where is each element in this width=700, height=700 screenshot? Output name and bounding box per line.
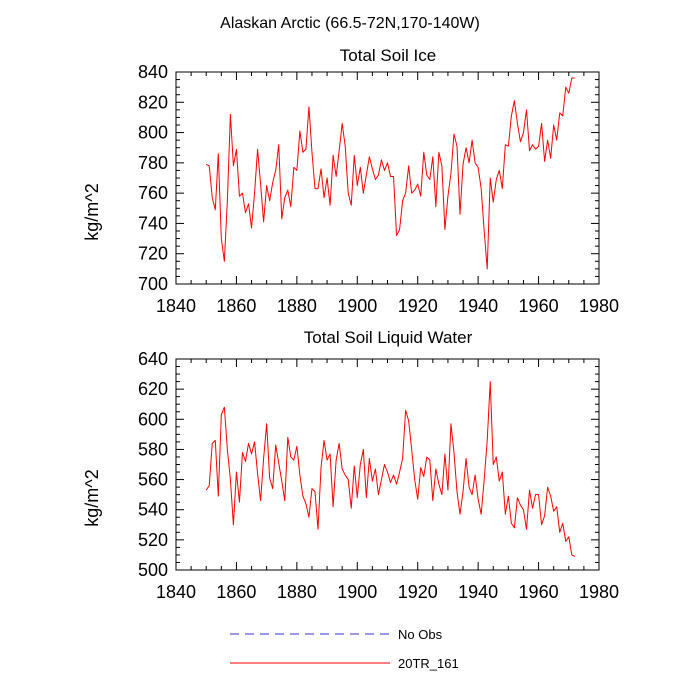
y-tick-label: 580	[138, 439, 168, 459]
series-group	[205, 381, 576, 557]
y-tick-label: 500	[138, 560, 168, 580]
y-tick-label: 640	[138, 349, 168, 369]
y-tick-label: 820	[138, 92, 168, 112]
y-tick-label: 540	[138, 500, 168, 520]
x-tick-label: 1960	[519, 296, 559, 316]
ticks-group: 1840 1860 1880 1900 1920 1940 1960 1980 700 720 74…	[138, 62, 619, 316]
series-group	[205, 77, 575, 270]
panel-total-soil-ice: Total Soil Ice kg/m^2 1840 1860 1880 1900 19…	[82, 46, 619, 316]
y-tick-label: 800	[138, 123, 168, 143]
legend-no-obs-label: No Obs	[398, 627, 443, 642]
plot-frame	[175, 358, 600, 571]
y-tick-label: 760	[138, 183, 168, 203]
x-tick-label: 1940	[458, 296, 498, 316]
x-tick-label: 1980	[579, 296, 619, 316]
panel-title: Total Soil Ice	[340, 46, 436, 65]
y-tick-label: 700	[138, 274, 168, 294]
y-tick-label: 620	[138, 379, 168, 399]
y-tick-label: 740	[138, 213, 168, 233]
y-tick-label: 780	[138, 153, 168, 173]
legend: No Obs 20TR_161	[230, 627, 459, 671]
x-tick-label: 1900	[337, 582, 377, 602]
y-tick-label: 560	[138, 470, 168, 490]
plot-frame	[175, 71, 600, 285]
panel-total-soil-liquid-water: Total Soil Liquid Water kg/m^2 1840 1860 1…	[82, 328, 619, 602]
x-tick-label: 1900	[337, 296, 377, 316]
y-tick-label: 720	[138, 244, 168, 264]
x-tick-label: 1920	[398, 582, 438, 602]
x-tick-label: 1980	[579, 582, 619, 602]
x-tick-label: 1860	[216, 296, 256, 316]
x-tick-label: 1940	[458, 582, 498, 602]
y-tick-label: 520	[138, 530, 168, 550]
x-tick-label: 1880	[277, 582, 317, 602]
x-tick-label: 1840	[156, 296, 196, 316]
x-tick-label: 1920	[398, 296, 438, 316]
y-tick-label: 840	[138, 62, 168, 82]
x-tick-label: 1860	[216, 582, 256, 602]
x-tick-label: 1960	[519, 582, 559, 602]
series-line-20tr-161	[205, 77, 575, 270]
ticks-group: 1840 1860 1880 1900 1920 1940 1960 1980 500 520 54…	[138, 349, 619, 602]
y-axis-label: kg/m^2	[82, 469, 102, 526]
x-tick-label: 1840	[156, 582, 196, 602]
series-line-20tr-161	[205, 381, 576, 557]
figure-title: Alaskan Arctic (66.5-72N,170-140W)	[220, 15, 480, 32]
panel-title: Total Soil Liquid Water	[304, 328, 473, 347]
y-tick-label: 600	[138, 409, 168, 429]
x-tick-label: 1880	[277, 296, 317, 316]
y-axis-label: kg/m^2	[82, 183, 102, 240]
legend-20tr-161-label: 20TR_161	[398, 656, 459, 671]
